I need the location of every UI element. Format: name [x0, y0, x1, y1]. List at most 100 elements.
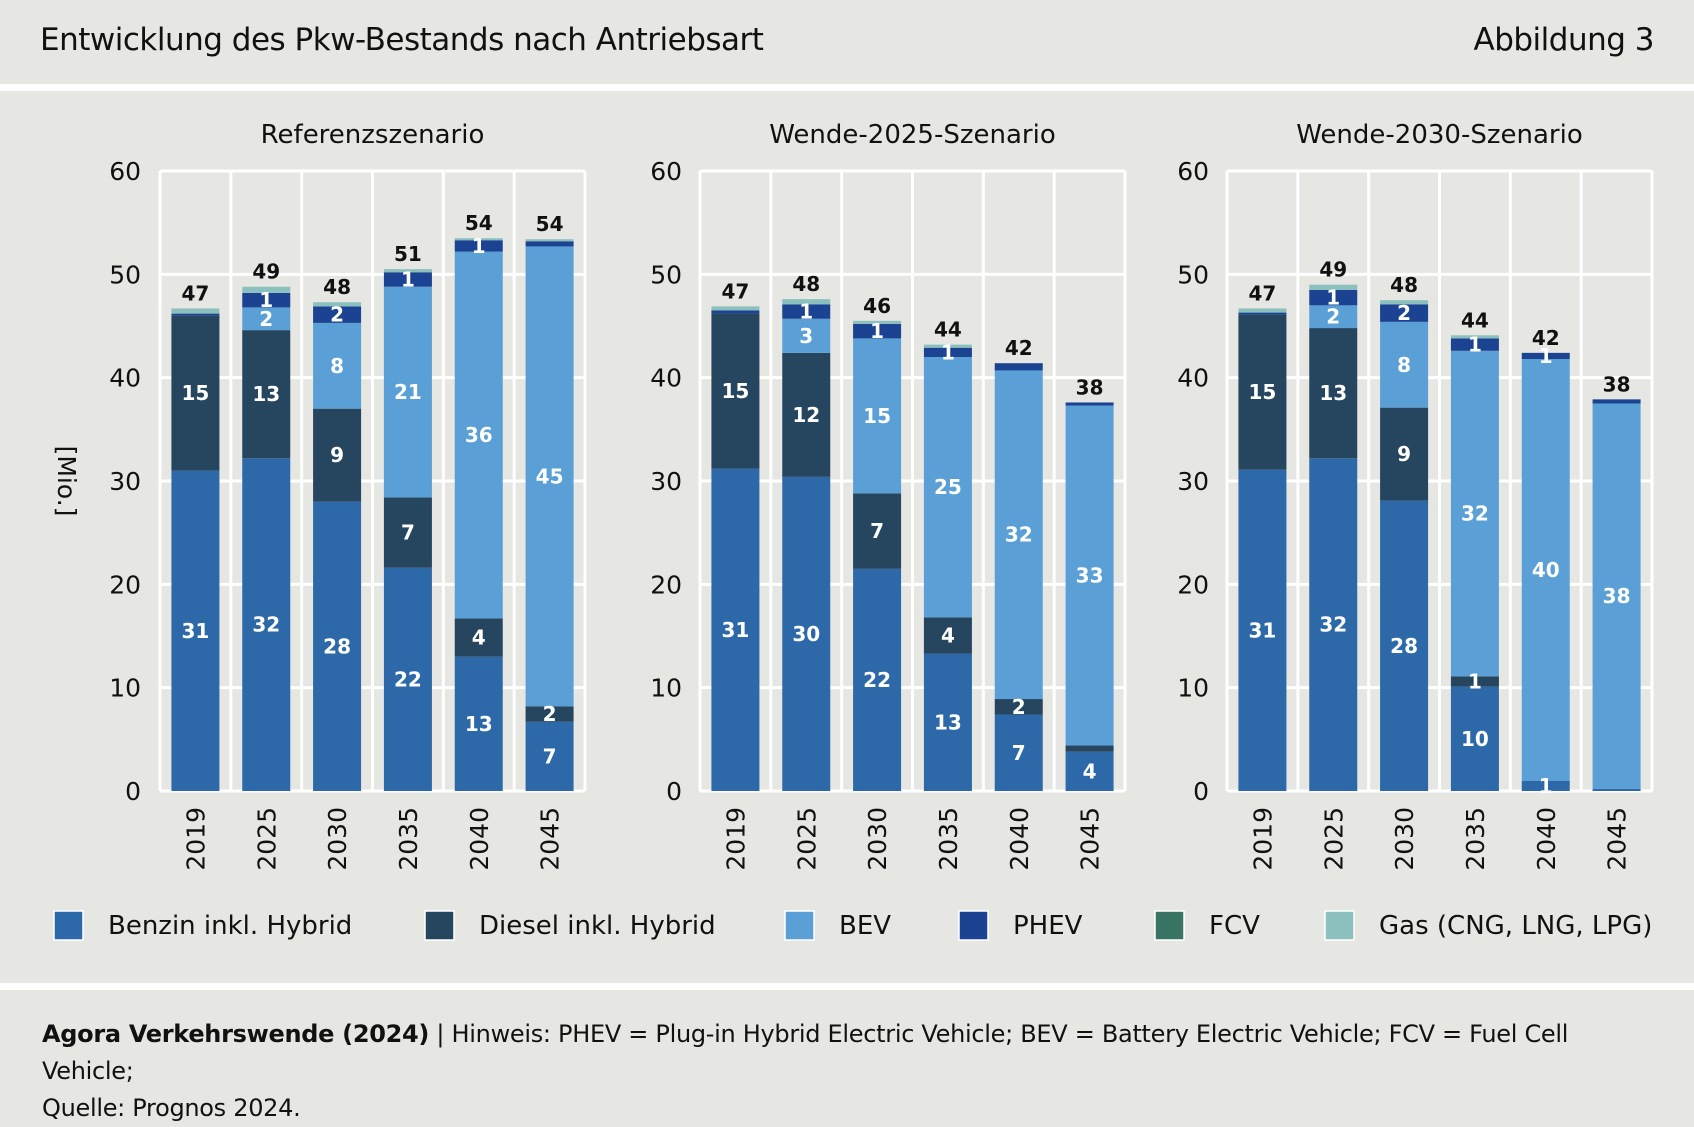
bar-segment — [1450, 676, 1499, 687]
bar-segment — [525, 721, 574, 791]
bar-segment — [1450, 338, 1499, 351]
data-label: 28 — [1390, 634, 1418, 658]
bar-segment — [1065, 405, 1114, 746]
x-tick-label: 2019 — [181, 807, 210, 871]
y-tick-label: 30 — [1177, 467, 1209, 496]
x-tick-label: 2019 — [1248, 807, 1277, 871]
legend-label: Gas (CNG, LNG, LPG) — [1379, 911, 1652, 941]
y-tick-label: 50 — [1177, 260, 1209, 289]
legend-swatch — [1154, 910, 1185, 941]
x-tick-label: 2045 — [536, 807, 565, 871]
bar-segment — [1592, 399, 1641, 404]
y-tick-label: 20 — [1177, 570, 1209, 599]
data-label: 1 — [1468, 333, 1482, 357]
x-tick-label: 2045 — [1076, 807, 1105, 871]
bar-segment — [242, 330, 291, 459]
total-label: 38 — [1076, 375, 1104, 399]
y-tick-label: 20 — [650, 570, 682, 599]
chart-area: 0102030405060Referenzszenario31154720193… — [52, 120, 1654, 941]
data-label: 1 — [1468, 669, 1482, 693]
data-label: 21 — [394, 380, 422, 404]
data-label: 1 — [870, 319, 884, 343]
bar-segment — [1592, 403, 1641, 789]
legend-swatch — [958, 910, 989, 941]
legend-item: Gas (CNG, LNG, LPG) — [1324, 910, 1652, 941]
total-label: 44 — [1461, 308, 1489, 332]
y-tick-label: 50 — [650, 260, 682, 289]
bar-segment — [242, 292, 291, 308]
total-label: 46 — [863, 294, 891, 318]
total-label: 42 — [1005, 336, 1033, 360]
legend-item: BEV — [784, 910, 891, 941]
bar-segment — [454, 238, 503, 241]
legend-swatch — [1324, 910, 1355, 941]
bar-segment — [1521, 359, 1570, 781]
bar-segment — [383, 286, 432, 498]
x-tick-label: 2030 — [863, 807, 892, 871]
data-label: 32 — [1319, 613, 1347, 637]
total-label: 54 — [536, 212, 564, 236]
legend-item: PHEV — [958, 910, 1083, 941]
bar-segment — [242, 458, 291, 791]
bar-segment — [1065, 402, 1114, 406]
bar-segment — [1450, 686, 1499, 791]
bar-segment — [313, 302, 362, 307]
data-label: 7 — [870, 519, 884, 543]
y-tick-label: 40 — [650, 364, 682, 393]
bar-segment — [454, 656, 503, 791]
data-label: 31 — [181, 619, 209, 643]
bar-segment — [454, 240, 503, 252]
bar-segment — [171, 470, 220, 791]
data-label: 2 — [1397, 301, 1411, 325]
data-label: 13 — [1319, 381, 1347, 405]
data-label: 31 — [1248, 618, 1276, 642]
bar-segment — [994, 699, 1043, 715]
bar-segment — [383, 272, 432, 287]
y-tick-label: 30 — [650, 467, 682, 496]
bar-segment — [525, 706, 574, 722]
bar-segment — [1238, 312, 1287, 315]
bar-segment — [171, 313, 220, 316]
panel-title: Wende-2030-Szenario — [1296, 120, 1582, 150]
y-tick-label: 30 — [109, 467, 141, 496]
legend-item: FCV — [1154, 910, 1260, 941]
data-label: 13 — [252, 382, 280, 406]
chart-panel-1: 0102030405060Referenzszenario31154720193… — [109, 120, 587, 871]
data-label: 25 — [934, 475, 962, 499]
bar-segment — [853, 323, 902, 339]
y-tick-label: 60 — [1177, 157, 1209, 186]
total-label: 49 — [1319, 258, 1347, 282]
data-label: 30 — [792, 622, 820, 646]
legend-label: FCV — [1209, 911, 1260, 941]
data-label: 4 — [1083, 759, 1097, 783]
bar-segment — [383, 497, 432, 568]
bar-segment — [711, 310, 760, 314]
total-label: 54 — [465, 211, 493, 235]
data-label: 1 — [799, 300, 813, 324]
legend-item: Benzin inkl. Hybrid — [53, 910, 352, 941]
bar-segment — [383, 269, 432, 273]
bar-segment — [1592, 788, 1641, 791]
y-tick-label: 0 — [125, 777, 141, 806]
data-label: 7 — [1012, 741, 1026, 765]
legend-label: BEV — [839, 911, 891, 941]
data-label: 8 — [1397, 353, 1411, 377]
x-tick-label: 2025 — [792, 807, 821, 871]
bar-segment — [1065, 745, 1114, 752]
bar-segment — [1380, 500, 1429, 791]
total-label: 47 — [721, 279, 749, 303]
data-label: 32 — [1461, 502, 1489, 526]
data-label: 3 — [799, 324, 813, 348]
data-label: 22 — [394, 667, 422, 691]
bottom-divider — [0, 983, 1694, 990]
data-label: 28 — [323, 634, 351, 658]
y-tick-label: 60 — [109, 157, 141, 186]
x-tick-label: 2035 — [1461, 807, 1490, 871]
bar-segment — [923, 653, 972, 791]
data-label: 15 — [863, 404, 891, 428]
x-tick-label: 2035 — [394, 807, 423, 871]
total-label: 38 — [1603, 372, 1631, 396]
x-tick-label: 2045 — [1603, 807, 1632, 871]
x-tick-label: 2025 — [252, 807, 281, 871]
data-label: 1 — [401, 268, 415, 292]
